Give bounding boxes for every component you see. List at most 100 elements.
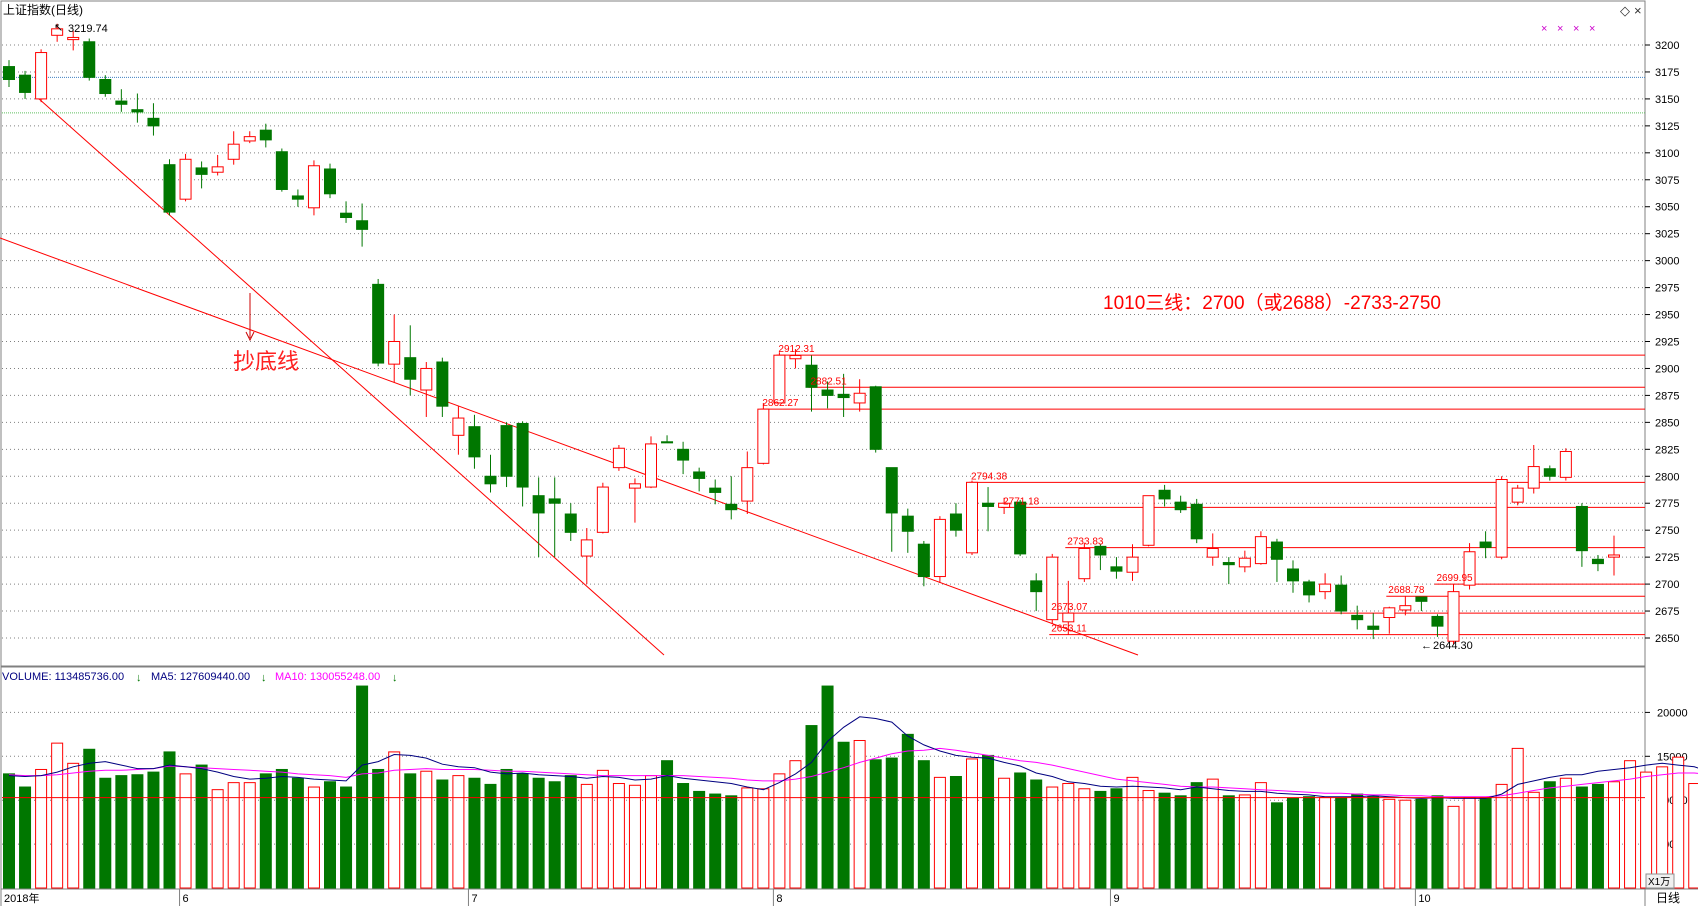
trend-line-long [0, 237, 1139, 656]
volume-bar [500, 768, 513, 889]
candle-body [372, 283, 385, 364]
candle [51, 23, 64, 42]
volume-bar [356, 685, 369, 889]
candle [420, 361, 433, 417]
candle-body [291, 195, 304, 200]
volume-bar [1078, 788, 1091, 889]
candle [1126, 544, 1139, 581]
volume-bar [179, 773, 192, 889]
candle-body [966, 481, 978, 554]
candle-body [1479, 541, 1492, 548]
volume-bar [291, 777, 304, 889]
candles [3, 23, 1620, 645]
candle [1383, 606, 1396, 634]
candle [291, 189, 304, 207]
candle [853, 379, 866, 412]
volume-bar [1575, 786, 1588, 889]
volume-bar [901, 733, 914, 889]
period-label[interactable]: 日线 [1656, 891, 1680, 905]
candle [1190, 498, 1203, 544]
volume-bar [1447, 805, 1460, 889]
candle [966, 480, 978, 555]
candle [1543, 465, 1556, 481]
volume-bar [580, 783, 593, 889]
volume-bar [436, 779, 449, 889]
volume-bar [340, 786, 353, 889]
volume-bar [1254, 782, 1267, 889]
candle-body [195, 167, 208, 175]
level-labels: 2912.31 2882.51 2862.27 2794.38 2771.18 2733.… [762, 344, 1473, 634]
volume-bar [51, 742, 64, 889]
volume-bar [1174, 795, 1187, 889]
volume-bar [564, 775, 577, 889]
candle-body [179, 158, 192, 200]
diamond-icon[interactable]: ◇ [1620, 3, 1630, 18]
candle [83, 38, 96, 81]
candle-body [1399, 605, 1412, 611]
volume-bar [869, 759, 882, 889]
candle-body [1511, 487, 1524, 503]
candle [436, 357, 449, 417]
volume-bar [1383, 798, 1396, 889]
candle [885, 467, 898, 552]
volume-bar [131, 774, 144, 889]
volume-bar [147, 771, 160, 889]
candle-body [1543, 468, 1556, 477]
time-tick-label: 2018年 [4, 891, 39, 905]
candle-body [404, 357, 417, 380]
volume-bar [372, 768, 385, 889]
candle-body [805, 364, 818, 388]
price-tick-label: 2700 [1655, 579, 1679, 591]
candle [340, 201, 353, 223]
candle [324, 163, 336, 199]
candle-body [1158, 489, 1171, 500]
candle-body [131, 109, 144, 113]
candle-body [484, 475, 497, 485]
candle [1591, 554, 1604, 572]
candle-body [1078, 548, 1091, 580]
volume-bar [1206, 778, 1219, 889]
candle-body [1463, 551, 1476, 586]
volume-bar [821, 685, 834, 889]
price-tick-label: 2775 [1655, 498, 1679, 510]
candle [612, 445, 625, 471]
candle [275, 148, 288, 192]
price-tick-label: 2825 [1655, 444, 1679, 456]
price-tick-label: 3050 [1655, 202, 1679, 214]
price-tick-label: 3125 [1655, 121, 1679, 133]
indicator-mark: × [1541, 23, 1547, 35]
level-label: 2862.27 [762, 398, 799, 409]
level-label: 2653.11 [1051, 624, 1087, 635]
close-icon[interactable]: × [1634, 3, 1642, 18]
price-tick-label: 3150 [1655, 94, 1679, 106]
volume-bar [677, 783, 690, 889]
volume-bar [837, 741, 850, 889]
candle-body [1431, 615, 1444, 627]
volume-bar [468, 777, 481, 889]
candle [147, 103, 160, 136]
candle [596, 482, 609, 534]
candle-body [99, 79, 112, 95]
volume-bar [1094, 790, 1107, 889]
time-tick-label: 8 [776, 893, 782, 905]
candle-body [1110, 566, 1123, 572]
volume-bar [83, 748, 96, 889]
candle [115, 89, 128, 112]
trend-line-steep [37, 97, 665, 656]
level-label: 2882.51 [811, 376, 848, 387]
time-tick-label: 6 [183, 893, 189, 905]
candle-body [1030, 580, 1043, 593]
candle-body [1254, 536, 1267, 565]
candle-body [709, 487, 722, 493]
candle [195, 161, 208, 189]
candle-body [340, 212, 353, 219]
candle [1094, 544, 1107, 571]
candle [259, 123, 272, 148]
volume-bar [741, 787, 754, 889]
candle [1030, 573, 1043, 612]
candle-body [1415, 596, 1428, 602]
price-tick-label: 2925 [1655, 337, 1679, 349]
candle [1238, 550, 1251, 573]
candle [773, 352, 786, 404]
candle [869, 385, 882, 453]
